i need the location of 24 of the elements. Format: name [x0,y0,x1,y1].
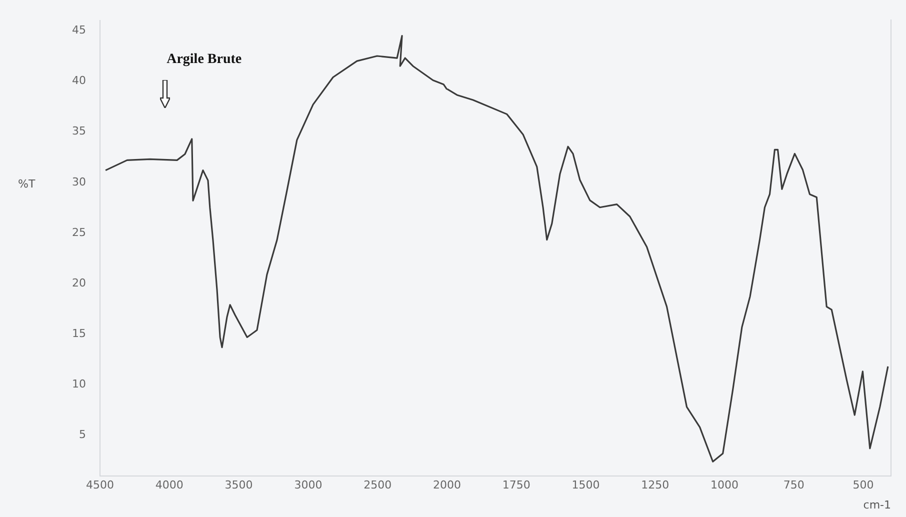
y-tick-label: 25 [72,226,86,239]
y-tick-label: 30 [72,175,86,188]
annotation: Argile Brute [166,52,242,68]
y-tick-label: 15 [72,327,86,340]
y-tick-label: 20 [72,276,86,290]
x-tick-label: 2000 [433,478,461,492]
x-tick-label: 500 [852,478,874,492]
y-axis-title: %T [18,177,36,190]
y-tick-label: 5 [79,428,86,442]
x-tick-label: 3000 [294,478,322,492]
x-tick-label: 1000 [710,478,738,492]
x-tick-label: 2500 [364,478,392,492]
x-tick-label: 1250 [641,478,670,492]
x-tick-label: 750 [783,478,804,492]
x-tick-label: 1750 [502,478,530,492]
x-tick-label: 1500 [572,478,600,492]
x-axis-title: cm-1 [863,498,891,512]
x-tick-label: 4500 [86,478,114,492]
x-tick-label: 3500 [224,478,253,492]
x-tick-label: 4000 [155,478,184,492]
y-tick-label: 10 [72,378,86,391]
y-tick-label: 35 [72,124,86,138]
y-tick-label: 45 [72,24,86,37]
y-tick-label: 40 [72,74,86,88]
